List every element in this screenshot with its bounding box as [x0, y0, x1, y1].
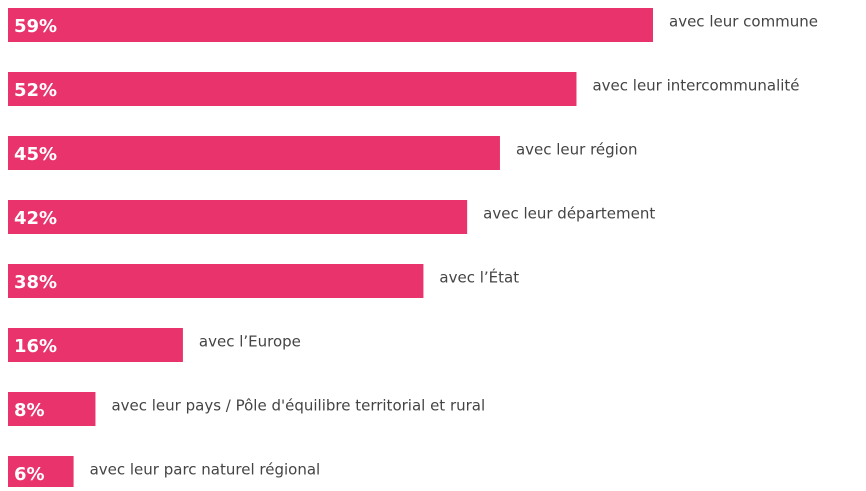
bar: [8, 456, 74, 490]
category-label: avec leur commune: [669, 13, 818, 31]
value-label: 52%: [14, 80, 57, 101]
bar: [8, 264, 424, 298]
category-label: avec leur département: [483, 205, 655, 223]
value-label: 16%: [14, 336, 57, 357]
value-label: 6%: [14, 464, 45, 485]
value-label: 42%: [14, 208, 57, 229]
category-label: avec leur pays / Pôle d'équilibre territ…: [111, 397, 485, 415]
category-label: avec l’Europe: [199, 333, 301, 351]
category-label: avec leur région: [516, 141, 638, 159]
value-label: 59%: [14, 16, 57, 37]
bar: [8, 72, 577, 106]
value-label: 38%: [14, 272, 57, 293]
bar: [8, 392, 96, 426]
bar: [8, 200, 468, 234]
category-label: avec l’État: [439, 268, 519, 287]
bar: [8, 8, 653, 42]
value-label: 8%: [14, 400, 45, 421]
category-label: avec leur parc naturel régional: [90, 461, 321, 479]
value-label: 45%: [14, 144, 57, 165]
category-label: avec leur intercommunalité: [592, 77, 799, 95]
bar: [8, 328, 183, 362]
bar: [8, 136, 500, 170]
